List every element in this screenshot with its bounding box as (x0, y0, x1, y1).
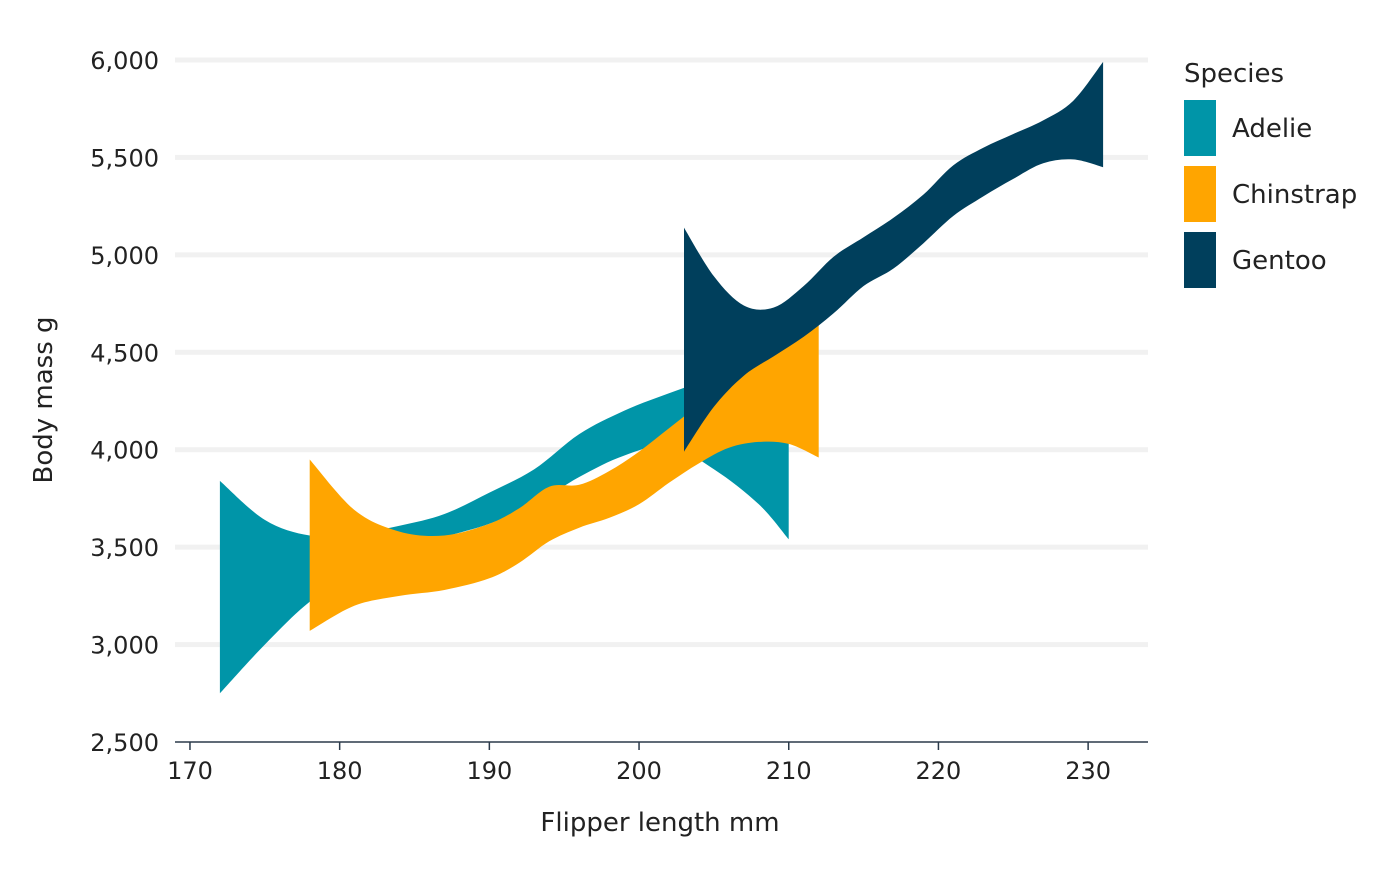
legend: Species Adelie Chinstrap Gentoo (1184, 59, 1357, 288)
y-tick-label: 5,500 (90, 144, 159, 172)
band-chinstrap (309, 321, 819, 631)
y-tick-label: 4,000 (90, 437, 159, 465)
y-tick-label: 4,500 (90, 339, 159, 367)
x-axis-title: Flipper length mm (540, 808, 779, 838)
legend-label-gentoo: Gentoo (1232, 246, 1327, 276)
x-tick-label: 230 (1065, 757, 1111, 785)
y-tick-label: 6,000 (90, 47, 159, 75)
y-tick-label: 3,000 (90, 632, 159, 660)
y-axis-title: Body mass g (29, 316, 59, 483)
legend-key-chinstrap (1184, 166, 1216, 222)
band-adelie (219, 352, 789, 694)
legend-key-gentoo (1184, 232, 1216, 288)
axes: 170 180 190 200 210 220 230 2,500 3,000 3,500 4,00… (90, 47, 1148, 785)
x-tick-label: 220 (916, 757, 962, 785)
y-tick-label: 5,000 (90, 242, 159, 270)
y-tick-label: 2,500 (90, 729, 159, 757)
legend-key-adelie (1184, 100, 1216, 156)
x-tick-label: 200 (616, 757, 662, 785)
x-tick-label: 190 (466, 757, 512, 785)
x-tick-label: 210 (766, 757, 812, 785)
band-gentoo (684, 61, 1104, 452)
bands (219, 61, 1104, 694)
legend-label-chinstrap: Chinstrap (1232, 180, 1357, 210)
legend-label-adelie: Adelie (1232, 114, 1312, 144)
x-tick-label: 180 (317, 757, 363, 785)
x-tick-label: 170 (167, 757, 213, 785)
legend-title: Species (1184, 59, 1284, 89)
y-tick-label: 3,500 (90, 534, 159, 562)
